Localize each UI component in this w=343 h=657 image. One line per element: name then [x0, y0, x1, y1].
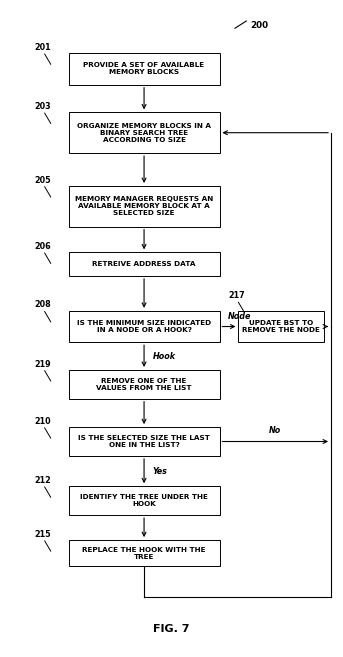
Text: 201: 201: [34, 43, 51, 52]
Bar: [238, 311, 324, 342]
Text: FIG. 7: FIG. 7: [153, 624, 190, 634]
Text: Yes: Yes: [153, 466, 167, 476]
Text: ORGANIZE MEMORY BLOCKS IN A
BINARY SEARCH TREE
ACCORDING TO SIZE: ORGANIZE MEMORY BLOCKS IN A BINARY SEARC…: [77, 123, 211, 143]
Text: 217: 217: [228, 291, 245, 300]
Bar: [69, 53, 220, 85]
Text: IS THE SELECTED SIZE THE LAST
ONE IN THE LIST?: IS THE SELECTED SIZE THE LAST ONE IN THE…: [78, 435, 210, 448]
Text: Hook: Hook: [153, 351, 176, 361]
Text: UPDATE BST TO
REMOVE THE NODE: UPDATE BST TO REMOVE THE NODE: [242, 320, 320, 333]
Bar: [69, 252, 220, 276]
Text: 208: 208: [34, 300, 51, 309]
Text: REPLACE THE HOOK WITH THE
TREE: REPLACE THE HOOK WITH THE TREE: [82, 547, 206, 560]
Bar: [69, 112, 220, 153]
Text: 215: 215: [34, 530, 51, 539]
Text: PROVIDE A SET OF AVAILABLE
MEMORY BLOCKS: PROVIDE A SET OF AVAILABLE MEMORY BLOCKS: [83, 62, 205, 76]
Text: 203: 203: [34, 102, 51, 111]
Bar: [69, 311, 220, 342]
Text: 219: 219: [34, 359, 51, 369]
Text: 200: 200: [250, 21, 269, 30]
Bar: [69, 427, 220, 456]
Text: IS THE MINIMUM SIZE INDICATED
IN A NODE OR A HOOK?: IS THE MINIMUM SIZE INDICATED IN A NODE …: [77, 320, 211, 333]
Text: IDENTIFY THE TREE UNDER THE
HOOK: IDENTIFY THE TREE UNDER THE HOOK: [80, 494, 208, 507]
Text: 210: 210: [34, 417, 51, 426]
Text: 205: 205: [34, 175, 51, 185]
Text: REMOVE ONE OF THE
VALUES FROM THE LIST: REMOVE ONE OF THE VALUES FROM THE LIST: [96, 378, 192, 391]
Text: 206: 206: [34, 242, 51, 251]
Bar: [69, 186, 220, 227]
Text: 212: 212: [34, 476, 51, 485]
Text: MEMORY MANAGER REQUESTS AN
AVAILABLE MEMORY BLOCK AT A
SELECTED SIZE: MEMORY MANAGER REQUESTS AN AVAILABLE MEM…: [75, 196, 213, 216]
Bar: [69, 486, 220, 515]
Text: RETREIVE ADDRESS DATA: RETREIVE ADDRESS DATA: [92, 261, 196, 267]
Bar: [69, 370, 220, 399]
Text: No: No: [269, 426, 281, 435]
Text: Node: Node: [228, 312, 251, 321]
Bar: [69, 540, 220, 566]
